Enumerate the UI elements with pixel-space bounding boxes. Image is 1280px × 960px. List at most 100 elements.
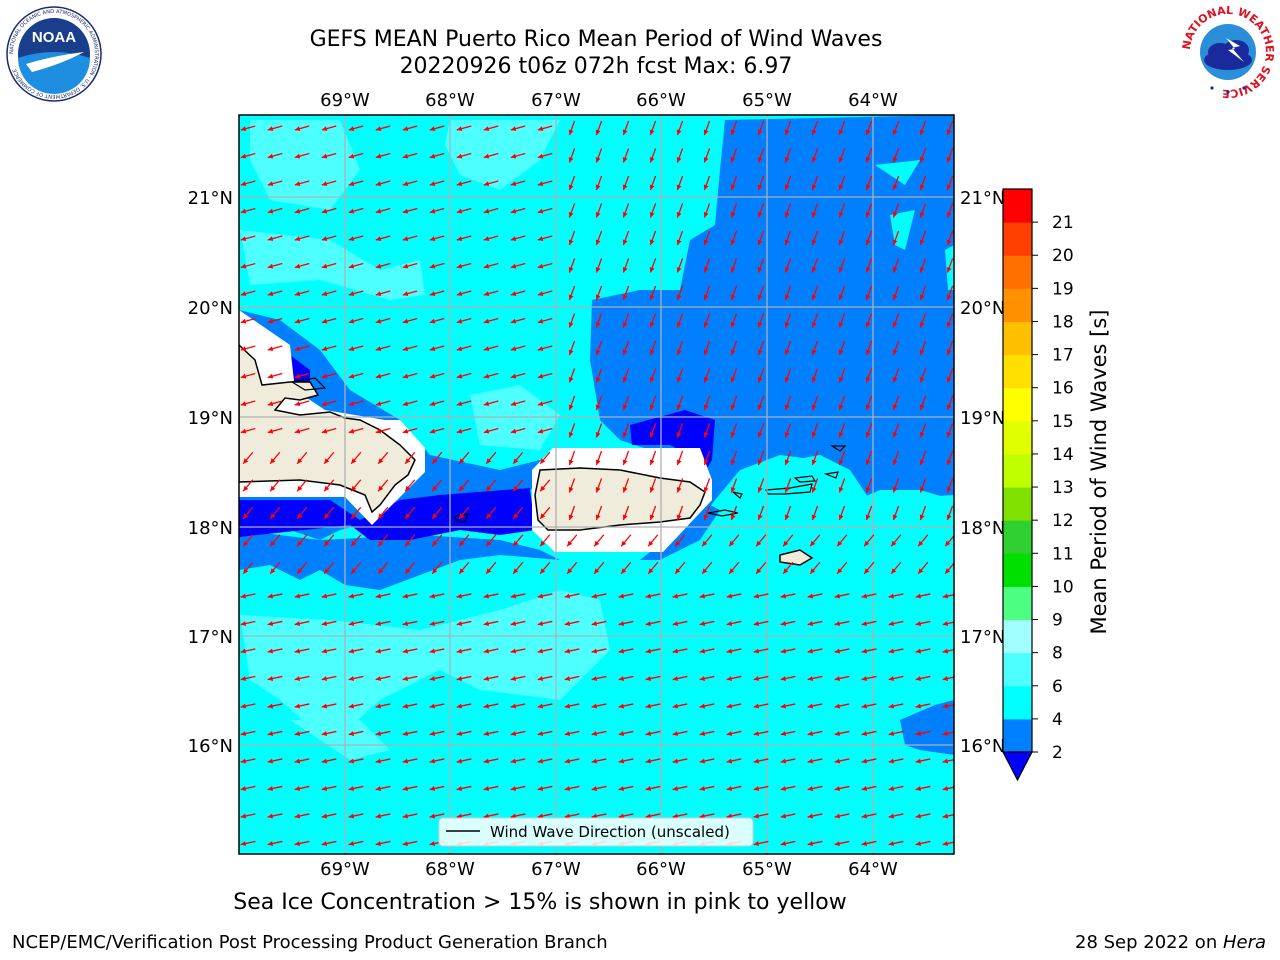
credit-machine: Hera: [1222, 932, 1266, 953]
wave-direction-arrowhead: [838, 129, 844, 136]
sea-ice-footnote: Sea Ice Concentration > 15% is shown in …: [0, 890, 1280, 915]
wave-direction-arrowhead: [672, 593, 679, 599]
gridlines: [239, 115, 954, 854]
lat-label: 18°N: [188, 518, 233, 539]
wave-direction-arrowhead: [568, 376, 574, 383]
wave-direction-arrowhead: [568, 294, 574, 301]
wave-direction-arrowhead: [375, 291, 382, 297]
wave-direction-arrowhead: [510, 648, 517, 654]
wave-direction-arrowhead: [483, 786, 490, 791]
colorbar-tick-label: 2: [1052, 743, 1063, 763]
wave-direction-arrowhead: [294, 703, 301, 709]
wave-direction-arrowhead: [486, 485, 492, 492]
wave-direction-arrowhead: [865, 239, 871, 246]
wave-direction-arrowhead: [919, 294, 925, 301]
wave-direction-arrowhead: [348, 126, 355, 132]
wave-direction-arrowhead: [243, 568, 249, 574]
wave-direction-arrowhead: [834, 676, 841, 681]
wave-direction-arrowhead: [915, 676, 922, 681]
wave-direction-arrowhead: [919, 184, 925, 191]
wave-direction-arrowhead: [429, 731, 436, 736]
credit-right: 28 Sep 2022 on Hera: [1075, 932, 1266, 953]
wave-direction-arrowhead: [405, 485, 411, 492]
wave-direction-arrowhead: [649, 211, 655, 218]
lon-labels-top: 69°W 68°W 67°W 66°W 65°W 64°W: [320, 90, 898, 111]
wave-direction-arrowhead: [618, 758, 625, 764]
wave-direction-arrowhead: [780, 758, 787, 764]
wave-direction-arrowhead: [811, 266, 817, 273]
wave-direction-arrowhead: [726, 758, 733, 764]
wave-direction-arrowhead: [756, 568, 762, 574]
wave-direction-arrowhead: [483, 153, 490, 159]
wave-direction-arrowhead: [402, 841, 409, 846]
wave-direction-arrowhead: [676, 294, 682, 301]
wave-direction-arrowhead: [756, 540, 762, 547]
land-areas: [239, 343, 814, 566]
wave-direction-arrowhead: [537, 208, 544, 214]
wave-direction-arrowhead: [622, 459, 628, 466]
wave-direction-arrowhead: [429, 126, 436, 132]
wave-direction-arrowhead: [622, 211, 628, 218]
wave-direction-arrowhead: [483, 648, 490, 654]
wave-direction-arrowhead: [807, 621, 814, 626]
wave-direction-arrowhead: [510, 291, 517, 297]
wave-direction-arrowhead: [375, 346, 382, 352]
wave-direction-arrowhead: [267, 291, 274, 297]
wave-direction-arrowhead: [919, 514, 925, 521]
wave-direction-arrowhead: [946, 211, 952, 218]
sea-ice-footnote-text: Sea Ice Concentration > 15% is shown in …: [233, 890, 847, 915]
wave-direction-arrowhead: [888, 841, 895, 846]
legend-label: Wind Wave Direction (unscaled): [490, 823, 730, 841]
wave-direction-arrowhead: [375, 621, 382, 626]
wave-direction-arrowhead: [568, 239, 574, 246]
wave-direction-arrowhead: [946, 184, 952, 191]
wave-direction-arrowhead: [838, 349, 844, 356]
wave-direction-arrowhead: [865, 431, 871, 438]
wave-direction-arrowhead: [672, 703, 679, 709]
wave-direction-arrowhead: [297, 513, 303, 519]
wave-direction-arrowhead: [429, 676, 436, 681]
wave-direction-arrowhead: [676, 514, 682, 521]
wave-direction-arrowhead: [321, 236, 328, 242]
wave-direction-arrowhead: [915, 841, 922, 846]
lon-label: 65°W: [742, 90, 792, 111]
wave-direction-arrowhead: [811, 514, 817, 521]
wave-direction-arrowhead: [676, 239, 682, 246]
wave-direction-arrowhead: [703, 486, 709, 493]
wave-direction-arrowhead: [510, 593, 517, 599]
wave-direction-arrowhead: [618, 813, 625, 819]
wave-direction-arrowhead: [240, 786, 247, 791]
wave-direction-arrowhead: [294, 731, 301, 736]
wave-direction-arrowhead: [784, 321, 790, 328]
wave-direction-arrowhead: [834, 813, 841, 819]
wave-direction-arrowhead: [942, 813, 949, 819]
wave-direction-arrowhead: [240, 758, 247, 764]
wave-direction-arrowhead: [784, 459, 790, 466]
wave-direction-arrowhead: [837, 540, 843, 547]
wave-direction-arrowhead: [621, 540, 627, 547]
wave-direction-arrowhead: [649, 376, 655, 383]
lon-label: 67°W: [531, 90, 581, 111]
lat-label: 19°N: [960, 408, 1005, 429]
wave-direction-arrowhead: [240, 703, 247, 709]
wave-direction-arrowhead: [892, 321, 898, 328]
lon-label: 66°W: [636, 859, 686, 880]
wave-direction-arrowhead: [757, 486, 763, 493]
wave-direction-arrowhead: [405, 458, 411, 464]
lat-label: 17°N: [960, 627, 1005, 648]
wave-direction-arrowhead: [375, 593, 382, 599]
wave-direction-arrowhead: [622, 239, 628, 246]
wave-direction-arrowhead: [267, 593, 274, 599]
wave-direction-arrowhead: [402, 181, 409, 187]
wave-direction-arrowhead: [348, 181, 355, 187]
wave-direction-arrowhead: [672, 758, 679, 764]
wave-direction-arrowhead: [649, 404, 655, 411]
wave-direction-arrowhead: [267, 208, 274, 214]
wave-direction-arrowhead: [510, 676, 517, 681]
wave-direction-arrowhead: [267, 318, 274, 324]
wave-direction-arrowhead: [270, 485, 276, 492]
wave-direction-arrowhead: [942, 648, 949, 654]
wave-direction-arrowhead: [402, 676, 409, 681]
wave-direction-arrowhead: [834, 841, 841, 846]
wave-direction-arrowhead: [726, 648, 733, 654]
